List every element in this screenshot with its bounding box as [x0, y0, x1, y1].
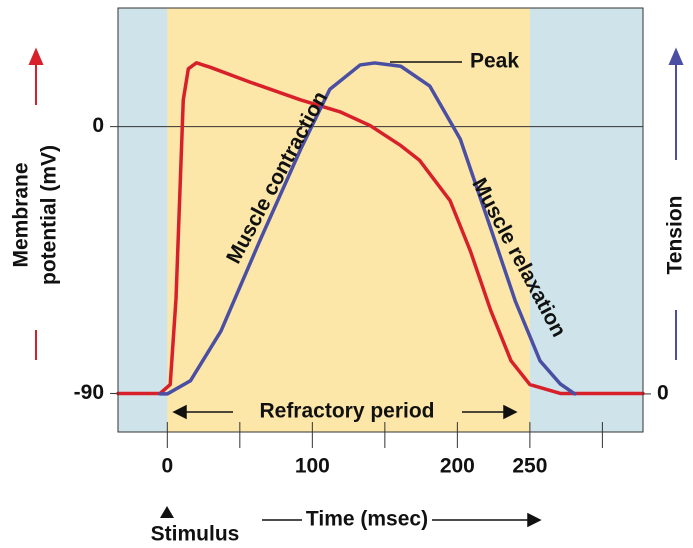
refractory-label: Refractory period [259, 400, 434, 423]
x-tick-label: 250 [512, 455, 547, 478]
plot-frame [117, 7, 644, 433]
y2-tick-label: 0 [657, 381, 669, 404]
y2-axis-arrow [668, 47, 684, 360]
y-tick-label: -90 [74, 381, 104, 404]
time-arrows [262, 512, 542, 528]
y2-axis-label: Tension [664, 196, 687, 275]
line-series [116, 61, 645, 396]
y-tick-label: 0 [92, 114, 104, 137]
x-axis-label: Time (msec) [306, 508, 428, 531]
stimulus-marker [160, 506, 174, 518]
refractory-arrows [172, 404, 518, 420]
x-tick-label: 100 [295, 455, 330, 478]
peak-label: Peak [470, 50, 519, 73]
x-tick-label: 0 [161, 455, 173, 478]
y-axis-arrow [28, 47, 44, 360]
shaded-region [167, 8, 530, 432]
x-tick-label: 200 [440, 455, 475, 478]
y-label-line: potential (mV) [38, 145, 61, 285]
line-series [158, 61, 577, 396]
stimulus-label: Stimulus [151, 523, 240, 546]
y-axis-label: Membrane potential (mV) [10, 145, 61, 285]
plot-area [110, 7, 651, 448]
y-label-line: Membrane [10, 162, 33, 267]
